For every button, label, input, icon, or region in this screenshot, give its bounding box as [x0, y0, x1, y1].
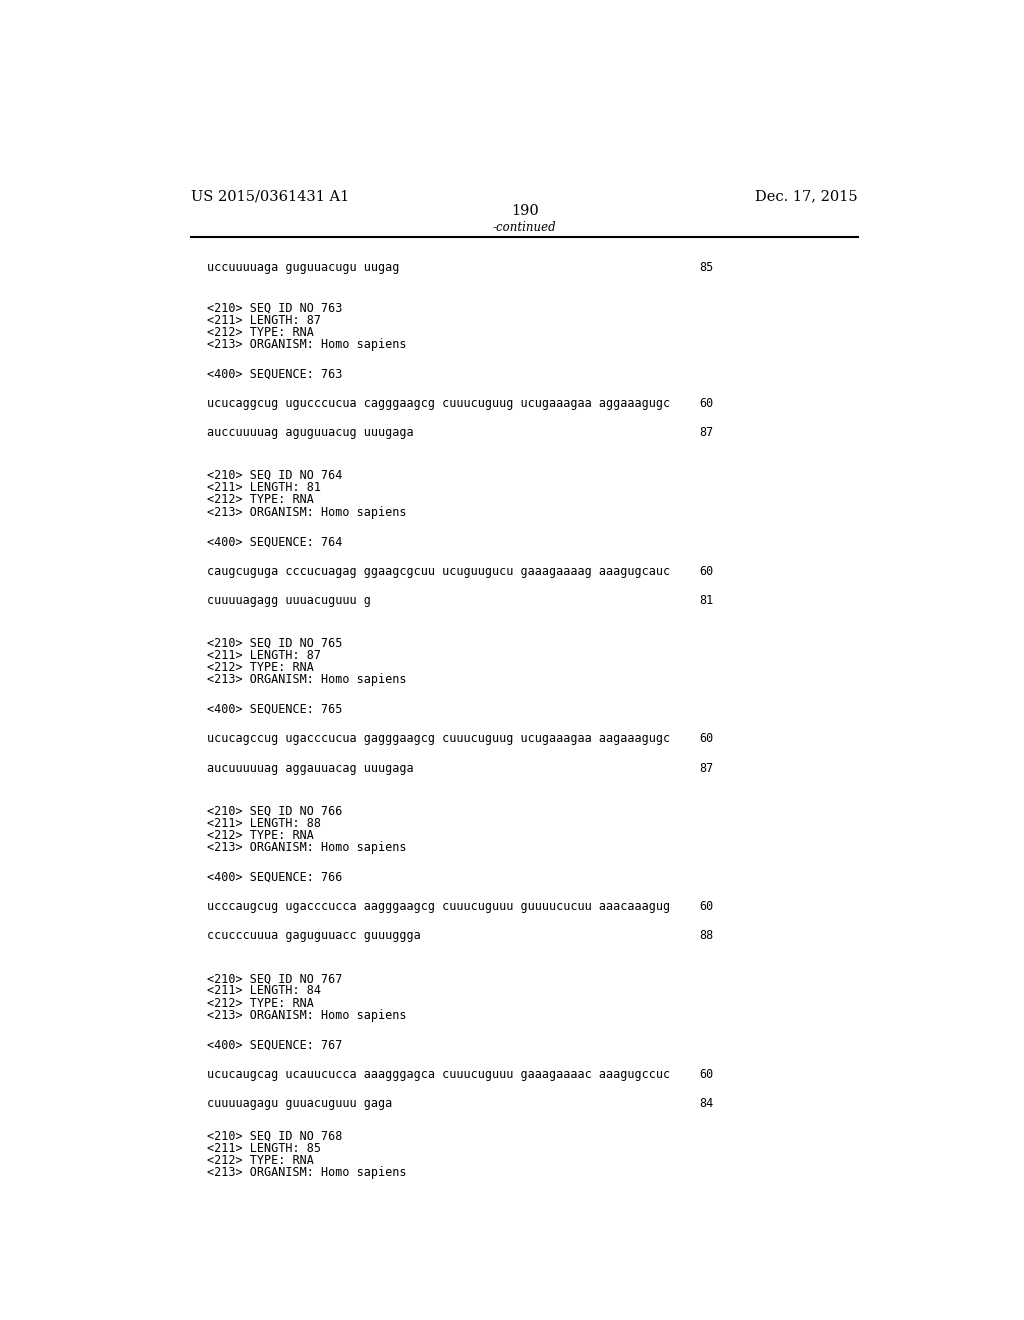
Text: <212> TYPE: RNA: <212> TYPE: RNA	[207, 1154, 314, 1167]
Text: <211> LENGTH: 84: <211> LENGTH: 84	[207, 985, 322, 998]
Text: <211> LENGTH: 85: <211> LENGTH: 85	[207, 1142, 322, 1155]
Text: <211> LENGTH: 87: <211> LENGTH: 87	[207, 649, 322, 661]
Text: <400> SEQUENCE: 764: <400> SEQUENCE: 764	[207, 535, 343, 548]
Text: 60: 60	[699, 900, 714, 913]
Text: 81: 81	[699, 594, 714, 607]
Text: <212> TYPE: RNA: <212> TYPE: RNA	[207, 494, 314, 507]
Text: ucccaugcug ugacccucca aagggaagcg cuuucuguuu guuuucucuu aaacaaagug: ucccaugcug ugacccucca aagggaagcg cuuucug…	[207, 900, 671, 913]
Text: <210> SEQ ID NO 768: <210> SEQ ID NO 768	[207, 1130, 343, 1143]
Text: <212> TYPE: RNA: <212> TYPE: RNA	[207, 997, 314, 1010]
Text: <400> SEQUENCE: 763: <400> SEQUENCE: 763	[207, 367, 343, 380]
Text: <210> SEQ ID NO 763: <210> SEQ ID NO 763	[207, 301, 343, 314]
Text: 87: 87	[699, 762, 714, 775]
Text: Dec. 17, 2015: Dec. 17, 2015	[756, 189, 858, 203]
Text: 190: 190	[511, 205, 539, 218]
Text: ucucaugcag ucauucucca aaagggagca cuuucuguuu gaaagaaaac aaagugccuc: ucucaugcag ucauucucca aaagggagca cuuucug…	[207, 1068, 671, 1081]
Text: 60: 60	[699, 1068, 714, 1081]
Text: ucucaggcug ugucccucua cagggaagcg cuuucuguug ucugaaagaa aggaaagugc: ucucaggcug ugucccucua cagggaagcg cuuucug…	[207, 397, 671, 409]
Text: <213> ORGANISM: Homo sapiens: <213> ORGANISM: Homo sapiens	[207, 506, 407, 519]
Text: <400> SEQUENCE: 766: <400> SEQUENCE: 766	[207, 870, 343, 883]
Text: <400> SEQUENCE: 767: <400> SEQUENCE: 767	[207, 1039, 343, 1051]
Text: <213> ORGANISM: Homo sapiens: <213> ORGANISM: Homo sapiens	[207, 673, 407, 686]
Text: 60: 60	[699, 397, 714, 409]
Text: uccuuuuaga guguuacugu uugag: uccuuuuaga guguuacugu uugag	[207, 260, 399, 273]
Text: 60: 60	[699, 565, 714, 578]
Text: <213> ORGANISM: Homo sapiens: <213> ORGANISM: Homo sapiens	[207, 841, 407, 854]
Text: 88: 88	[699, 929, 714, 942]
Text: cuuuuagagu guuacuguuu gaga: cuuuuagagu guuacuguuu gaga	[207, 1097, 392, 1110]
Text: <212> TYPE: RNA: <212> TYPE: RNA	[207, 661, 314, 675]
Text: US 2015/0361431 A1: US 2015/0361431 A1	[191, 189, 350, 203]
Text: <210> SEQ ID NO 764: <210> SEQ ID NO 764	[207, 469, 343, 482]
Text: 87: 87	[699, 426, 714, 440]
Text: ccucccuuua gaguguuacc guuuggga: ccucccuuua gaguguuacc guuuggga	[207, 929, 421, 942]
Text: <210> SEQ ID NO 766: <210> SEQ ID NO 766	[207, 804, 343, 817]
Text: aucuuuuuag aggauuacag uuugaga: aucuuuuuag aggauuacag uuugaga	[207, 762, 414, 775]
Text: <400> SEQUENCE: 765: <400> SEQUENCE: 765	[207, 702, 343, 715]
Text: <211> LENGTH: 81: <211> LENGTH: 81	[207, 482, 322, 494]
Text: <213> ORGANISM: Homo sapiens: <213> ORGANISM: Homo sapiens	[207, 1167, 407, 1179]
Text: <212> TYPE: RNA: <212> TYPE: RNA	[207, 829, 314, 842]
Text: <211> LENGTH: 87: <211> LENGTH: 87	[207, 314, 322, 326]
Text: 85: 85	[699, 260, 714, 273]
Text: <212> TYPE: RNA: <212> TYPE: RNA	[207, 326, 314, 339]
Text: <210> SEQ ID NO 765: <210> SEQ ID NO 765	[207, 636, 343, 649]
Text: <210> SEQ ID NO 767: <210> SEQ ID NO 767	[207, 972, 343, 985]
Text: <213> ORGANISM: Homo sapiens: <213> ORGANISM: Homo sapiens	[207, 1008, 407, 1022]
Text: ucucagccug ugacccucua gagggaagcg cuuucuguug ucugaaagaa aagaaagugc: ucucagccug ugacccucua gagggaagcg cuuucug…	[207, 733, 671, 746]
Text: <211> LENGTH: 88: <211> LENGTH: 88	[207, 817, 322, 830]
Text: auccuuuuag aguguuacug uuugaga: auccuuuuag aguguuacug uuugaga	[207, 426, 414, 440]
Text: cuuuuagagg uuuacuguuu g: cuuuuagagg uuuacuguuu g	[207, 594, 372, 607]
Text: <213> ORGANISM: Homo sapiens: <213> ORGANISM: Homo sapiens	[207, 338, 407, 351]
Text: 60: 60	[699, 733, 714, 746]
Text: -continued: -continued	[493, 220, 557, 234]
Text: 84: 84	[699, 1097, 714, 1110]
Text: caugcuguga cccucuagag ggaagcgcuu ucuguugucu gaaagaaaag aaagugcauc: caugcuguga cccucuagag ggaagcgcuu ucuguug…	[207, 565, 671, 578]
